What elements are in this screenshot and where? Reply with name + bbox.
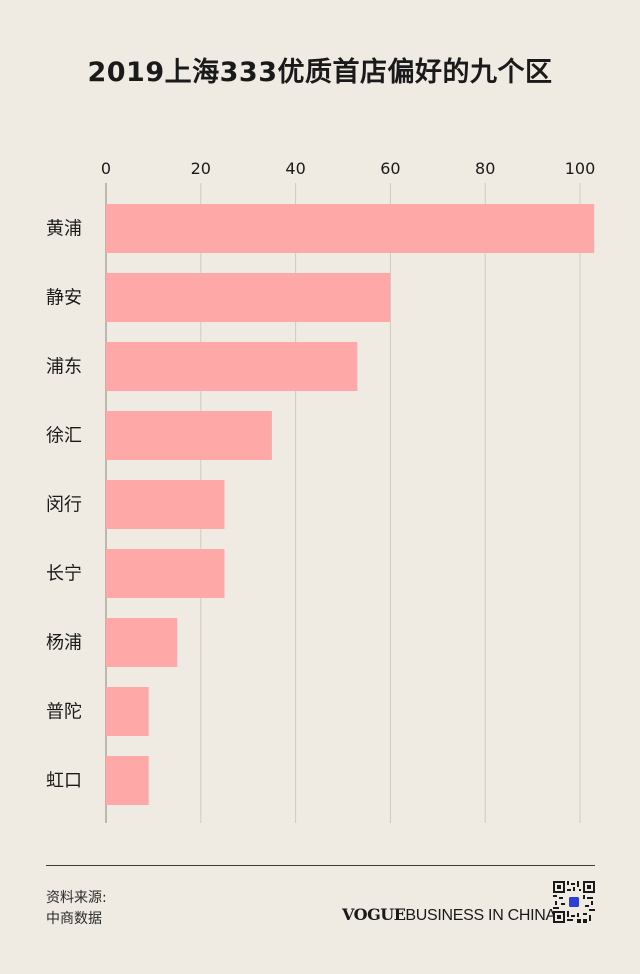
bar-8[interactable] — [106, 756, 149, 805]
source-block: 资料来源: 中商数据 — [46, 888, 107, 930]
x-tick-label: 60 — [380, 159, 400, 178]
footer-divider — [46, 865, 595, 866]
category-label: 闵行 — [46, 495, 82, 516]
category-label: 静安 — [46, 288, 82, 309]
bar-7[interactable] — [106, 687, 149, 736]
bar-3[interactable] — [106, 411, 272, 460]
brand-vogue: VOGUE — [342, 905, 406, 924]
qr-accent — [569, 897, 579, 907]
bar-0[interactable] — [106, 204, 595, 253]
source-name: 中商数据 — [46, 911, 102, 927]
brand-logo: VOGUEBUSINESS IN CHINA — [342, 905, 556, 925]
x-tick-label: 40 — [285, 159, 305, 178]
chart-title: 2019上海333优质首店偏好的九个区 — [87, 57, 553, 88]
category-label: 浦东 — [46, 357, 82, 378]
bar-1[interactable] — [106, 273, 391, 322]
x-tick-label: 20 — [191, 159, 211, 178]
category-label: 杨浦 — [46, 633, 82, 654]
bar-6[interactable] — [106, 618, 178, 667]
x-tick-label: 80 — [475, 159, 495, 178]
brand-business-in-china: BUSINESS IN CHINA — [405, 907, 556, 924]
x-tick-label: 0 — [101, 159, 111, 178]
source-label: 资料来源: — [46, 890, 107, 906]
x-tick-label: 100 — [565, 159, 596, 178]
qr-code-icon[interactable] — [553, 881, 595, 923]
category-label: 徐汇 — [46, 426, 82, 447]
category-label: 普陀 — [46, 702, 82, 723]
category-label: 长宁 — [46, 564, 82, 585]
bar-2[interactable] — [106, 342, 358, 391]
category-label: 黄浦 — [46, 219, 82, 240]
bar-4[interactable] — [106, 480, 225, 529]
category-label: 虹口 — [46, 771, 82, 792]
bar-5[interactable] — [106, 549, 225, 598]
